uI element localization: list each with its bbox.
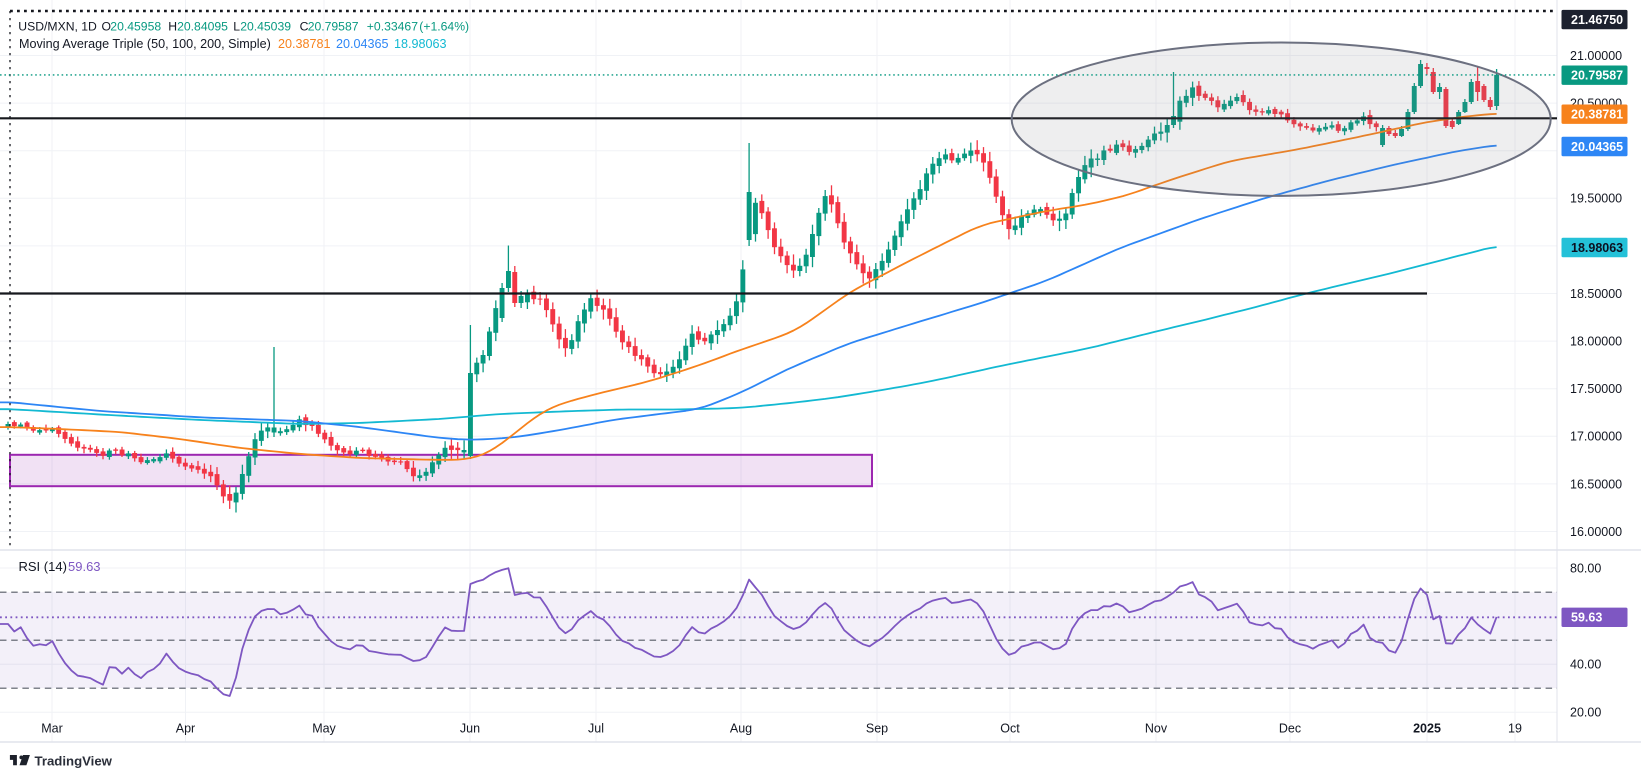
svg-text:19.50000: 19.50000: [1570, 192, 1622, 206]
svg-text:Jul: Jul: [588, 722, 604, 736]
svg-text:Aug: Aug: [730, 722, 752, 736]
svg-text:Sep: Sep: [866, 722, 888, 736]
svg-text:59.63: 59.63: [1571, 611, 1602, 625]
svg-text:21.00000: 21.00000: [1570, 49, 1622, 63]
svg-text:20.38781: 20.38781: [278, 37, 331, 51]
svg-text:18.98063: 18.98063: [394, 37, 447, 51]
svg-text:Moving Average Triple (50, 100: Moving Average Triple (50, 100, 200, Sim…: [19, 37, 271, 51]
svg-text:20.45958: 20.45958: [110, 20, 161, 34]
svg-text:20.38781: 20.38781: [1571, 108, 1623, 122]
svg-text:O: O: [102, 20, 111, 34]
svg-text:59.63: 59.63: [68, 559, 101, 574]
svg-text:20.00: 20.00: [1570, 706, 1601, 720]
svg-text:RSI (14): RSI (14): [19, 559, 67, 574]
svg-text:(+1.64%): (+1.64%): [419, 20, 469, 34]
svg-text:17.50000: 17.50000: [1570, 382, 1622, 396]
svg-text:May: May: [312, 722, 336, 736]
svg-text:40.00: 40.00: [1570, 658, 1601, 672]
svg-text:19: 19: [1508, 722, 1522, 736]
svg-text:Jun: Jun: [460, 722, 480, 736]
svg-text:20.45039: 20.45039: [240, 20, 291, 34]
svg-text:20.79587: 20.79587: [1571, 69, 1623, 83]
svg-text:18.50000: 18.50000: [1570, 287, 1622, 301]
svg-text:+0.33467: +0.33467: [367, 20, 418, 34]
svg-text:Oct: Oct: [1000, 722, 1020, 736]
svg-text:20.04365: 20.04365: [1571, 140, 1623, 154]
svg-text:Nov: Nov: [1145, 722, 1168, 736]
svg-text:Dec: Dec: [1279, 722, 1301, 736]
svg-text:16.00000: 16.00000: [1570, 525, 1622, 539]
svg-text:18.00000: 18.00000: [1570, 335, 1622, 349]
svg-text:21.46750: 21.46750: [1571, 13, 1623, 27]
svg-text:20.79587: 20.79587: [308, 20, 359, 34]
svg-text:2025: 2025: [1413, 722, 1441, 736]
svg-text:80.00: 80.00: [1570, 561, 1601, 575]
svg-text:16.50000: 16.50000: [1570, 477, 1622, 491]
svg-text:L: L: [233, 20, 240, 34]
svg-text:Apr: Apr: [176, 722, 195, 736]
svg-text:H: H: [168, 20, 177, 34]
svg-text:TradingView: TradingView: [35, 753, 113, 768]
svg-text:20.04365: 20.04365: [336, 37, 389, 51]
svg-text:USD/MXN, 1D: USD/MXN, 1D: [18, 20, 97, 34]
svg-text:17.00000: 17.00000: [1570, 430, 1622, 444]
svg-text:18.98063: 18.98063: [1571, 241, 1623, 255]
svg-text:Mar: Mar: [41, 722, 63, 736]
svg-text:20.84095: 20.84095: [177, 20, 228, 34]
svg-text:C: C: [300, 20, 309, 34]
